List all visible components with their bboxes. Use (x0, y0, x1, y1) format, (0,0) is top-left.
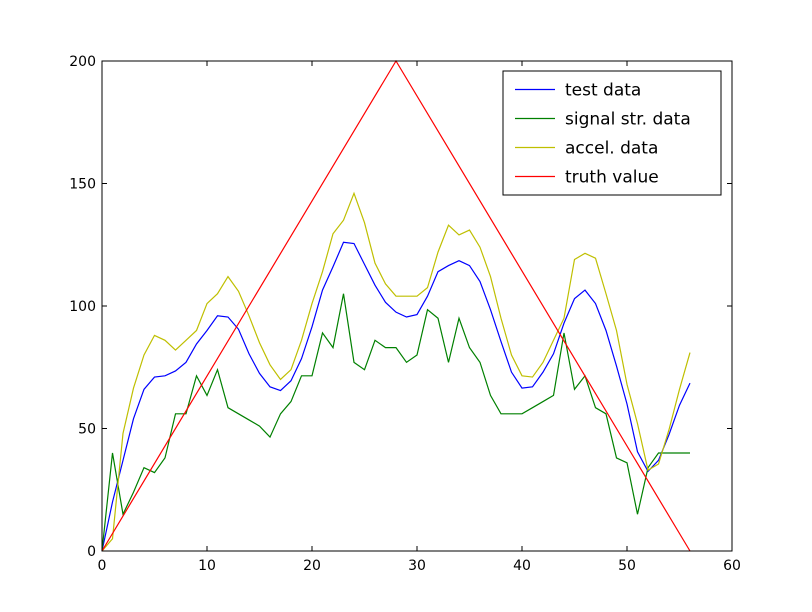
x-tick-label: 10 (198, 558, 216, 574)
x-tick-label: 30 (408, 558, 426, 574)
x-tick-label: 50 (618, 558, 636, 574)
tick-layer: 0 10 20 30 40 50 60 0 50 100 150 200 (69, 54, 741, 574)
x-tick-label: 0 (98, 558, 107, 574)
legend-label: signal str. data (565, 110, 691, 130)
legend: test data signal str. data accel. data trut… (502, 70, 722, 196)
y-tick-label: 100 (69, 299, 96, 315)
x-tick-label: 20 (303, 558, 321, 574)
legend-label: test data (565, 81, 641, 101)
x-tick-label: 40 (513, 558, 531, 574)
y-tick-label: 200 (69, 54, 96, 70)
legend-box (502, 70, 722, 196)
legend-label: truth value (565, 168, 659, 188)
x-tick-label: 60 (723, 558, 741, 574)
legend-label: accel. data (565, 139, 658, 159)
y-tick-label: 0 (87, 544, 96, 560)
series-line-0 (101, 241, 691, 552)
y-tick-label: 50 (78, 422, 96, 438)
y-tick-label: 150 (69, 177, 96, 193)
series-line-1 (101, 293, 690, 552)
series-line-2 (101, 191, 691, 552)
